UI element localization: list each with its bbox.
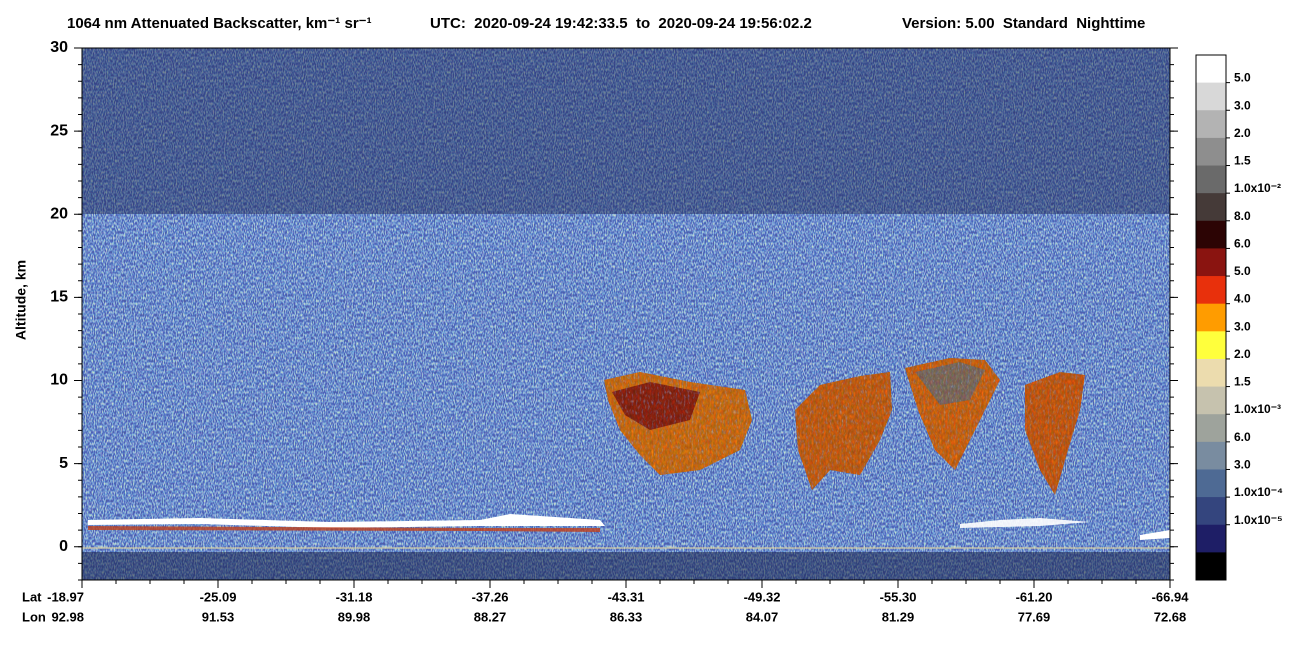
colorbar-segment — [1196, 331, 1226, 360]
y-tick-label: 20 — [50, 205, 68, 222]
colorbar-label: 4.0 — [1234, 292, 1251, 306]
lon-label: 72.68 — [1154, 609, 1187, 624]
lon-label: 86.33 — [610, 609, 643, 624]
cloud — [1025, 372, 1085, 495]
colorbar-segment — [1196, 524, 1226, 553]
colorbar-label: 1.0x10⁻⁵ — [1234, 513, 1283, 527]
colorbar-segment — [1196, 137, 1226, 167]
version-label: Version: 5.00 Standard Nighttime — [902, 15, 1145, 32]
surface-aerosol-layer — [88, 514, 605, 528]
colorbar-label: 1.0x10⁻³ — [1234, 402, 1281, 416]
colorbar-label: 8.0 — [1234, 209, 1251, 223]
lon-label: 92.98 — [51, 609, 84, 624]
cloud-core — [612, 382, 700, 430]
colorbar-frame — [1195, 54, 1227, 581]
surface-aerosol-layer — [1140, 530, 1170, 540]
colorbar-segment — [1196, 82, 1226, 111]
colorbar-segment — [1196, 276, 1226, 305]
colorbar-segment — [1196, 303, 1226, 332]
colorbar-segment — [1196, 386, 1226, 415]
colorbar-label: 6.0 — [1234, 236, 1251, 250]
colorbar-segment — [1196, 497, 1226, 526]
colorbar-segment — [1196, 469, 1226, 498]
colorbar-segment — [1196, 248, 1226, 277]
y-tick-label: 30 — [50, 39, 68, 56]
colorbar-segment — [1196, 441, 1226, 470]
surface-aerosol-layer — [960, 518, 1090, 528]
lon-label: 77.69 — [1018, 609, 1051, 624]
y-tick-label: 10 — [50, 372, 68, 389]
colorbar-label: 2.0 — [1234, 347, 1251, 361]
colorbar-segment — [1196, 552, 1226, 581]
lon-label: 88.27 — [474, 609, 507, 624]
cloud-layer — [604, 358, 1085, 495]
colorbar-label: 1.0x10⁻⁴ — [1234, 485, 1283, 499]
chart-title: 1064 nm Attenuated Backscatter, km⁻¹ sr⁻… — [67, 15, 372, 32]
lat-label: -55.30 — [880, 589, 917, 604]
colorbar-segment — [1196, 110, 1226, 139]
y-tick-label: 25 — [50, 122, 68, 139]
colorbar-label: 5.0 — [1234, 71, 1251, 85]
y-axis-label: Altitude, km — [13, 260, 29, 340]
cloud-core — [915, 362, 985, 405]
y-tick-label: 5 — [59, 455, 68, 472]
colorbar-segment — [1196, 414, 1226, 443]
lon-label: 91.53 — [202, 609, 235, 624]
colorbar-label: 2.0 — [1234, 126, 1251, 140]
lat-label: -66.94 — [1152, 589, 1190, 604]
lat-label: -37.26 — [472, 589, 509, 604]
colorbar-label: 5.0 — [1234, 264, 1251, 278]
lat-label: -25.09 — [200, 589, 237, 604]
colorbar-segment — [1196, 220, 1226, 249]
y-tick-label: 0 — [59, 538, 68, 555]
lon-label: 89.98 — [338, 609, 371, 624]
lat-label: -43.31 — [608, 589, 645, 604]
colorbar-label: 6.0 — [1234, 430, 1251, 444]
colorbar-label: 3.0 — [1234, 98, 1251, 112]
upper-region-shade — [82, 48, 1170, 214]
backscatter-image — [82, 48, 1170, 580]
backscatter-texture — [82, 48, 1170, 580]
lat-label: -61.20 — [1016, 589, 1053, 604]
colorbar-label: 1.0x10⁻² — [1234, 181, 1281, 195]
colorbar-label: 1.5 — [1234, 375, 1251, 389]
colorbar-segment — [1196, 165, 1226, 194]
colorbar-segment — [1196, 193, 1226, 222]
colorbar-label: 1.5 — [1234, 154, 1251, 168]
lat-row-label: Lat — [22, 589, 42, 604]
cloud — [795, 372, 892, 490]
colorbar-segment — [1196, 55, 1226, 84]
lon-label: 81.29 — [882, 609, 915, 624]
chart-subtitle: UTC: 2020-09-24 19:42:33.5 to 2020-09-24… — [430, 15, 812, 32]
y-tick-label: 15 — [50, 289, 68, 306]
subsurface-shade — [82, 552, 1170, 580]
surface-aerosol-layer — [88, 526, 600, 532]
colorbar-label: 3.0 — [1234, 319, 1251, 333]
lon-row-label: Lon — [22, 609, 46, 624]
colorbar-segment — [1196, 358, 1226, 388]
lon-label: 84.07 — [746, 609, 779, 624]
lat-label: -18.97 — [47, 589, 84, 604]
lat-label: -49.32 — [744, 589, 781, 604]
colorbar-label: 3.0 — [1234, 458, 1251, 472]
lat-label: -31.18 — [336, 589, 373, 604]
